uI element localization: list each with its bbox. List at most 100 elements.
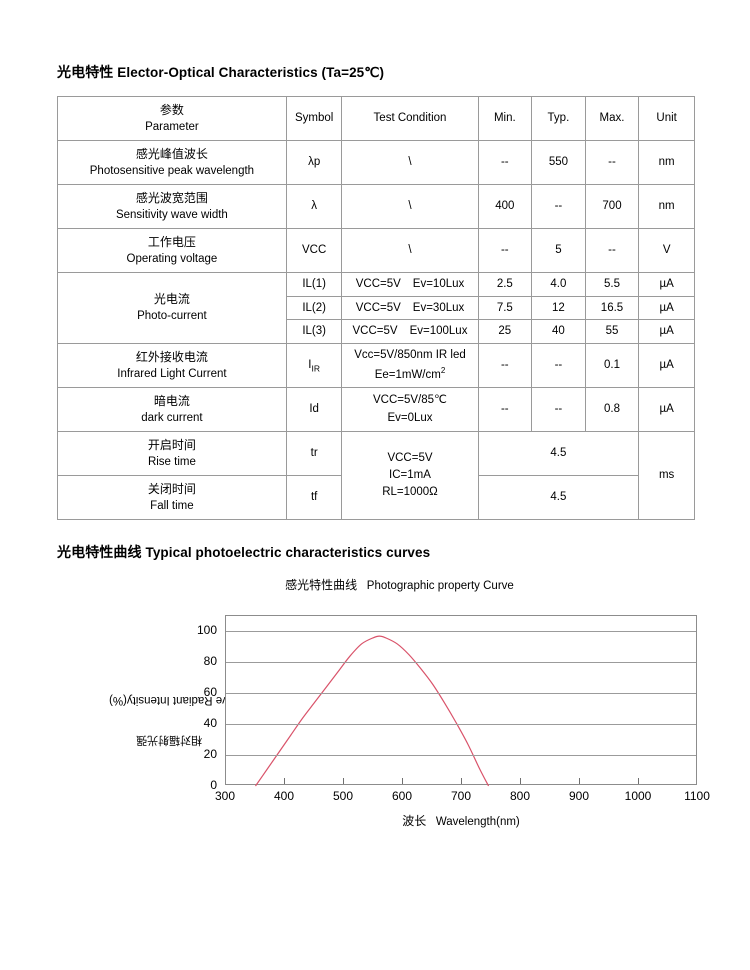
header-parameter: 参数 Parameter: [57, 96, 287, 141]
y-tick-label: 0: [210, 778, 217, 793]
max-cell: 700: [584, 184, 640, 229]
x-tick-mark: [284, 778, 285, 785]
condition-cell: \: [341, 140, 479, 185]
condition-cell: VCC=5V/85℃ Ev=0Lux: [341, 387, 479, 433]
condition-cell: \: [341, 184, 479, 229]
symbol-main: I: [308, 358, 312, 371]
param-fall-time: 关闭时间 Fall time: [57, 475, 287, 521]
typ-cell: --: [531, 387, 586, 433]
table-row: 红外接收电流 Infrared Light Current IIR Vcc=5V…: [57, 343, 695, 389]
x-tick-mark: [520, 778, 521, 785]
min-cell: --: [477, 140, 533, 185]
x-tick-label: 400: [273, 789, 295, 804]
max-cell: 5.5: [584, 272, 640, 297]
symbol-cell: tr: [285, 431, 343, 477]
param-cn: 光电流: [153, 292, 190, 307]
symbol-cell: Id: [285, 387, 343, 433]
min-cell: --: [477, 387, 533, 433]
param-sensitivity-wave-width: 感光波宽范围 Sensitivity wave width: [57, 184, 287, 229]
condition-line-2: Ee=1mW/cm2: [374, 365, 446, 381]
unit-cell: µA: [638, 343, 695, 389]
param-cn: 开启时间: [147, 437, 196, 452]
table-row: 感光峰值波长 Photosensitive peak wavelength λp…: [57, 140, 695, 185]
param-en: Photosensitive peak wavelength: [89, 164, 255, 177]
typ-cell: --: [531, 184, 586, 229]
param-cn: 红外接收电流: [135, 349, 208, 364]
symbol-cell: IL(1): [285, 272, 343, 297]
condition-illuminance: Ev=30Lux: [412, 301, 465, 314]
gridline: [226, 662, 696, 664]
unit-cell: nm: [638, 140, 695, 185]
table-row: 关闭时间 Fall time tf 4.5: [57, 475, 695, 521]
param-photo-current: 光电流 Photo-current: [57, 271, 287, 345]
unit-cell: µA: [638, 319, 695, 345]
param-cn: 工作电压: [147, 234, 196, 249]
condition-voltage: VCC=5V: [355, 278, 401, 290]
table-header-row: 参数 Parameter Symbol Test Condition Min. …: [57, 96, 695, 141]
header-typ: Typ.: [531, 96, 586, 141]
y-tick-label: 20: [203, 747, 217, 762]
param-cn: 关闭时间: [147, 481, 196, 496]
unit-cell: µA: [638, 387, 695, 433]
fall-time-value: 4.5: [477, 475, 640, 521]
condition-cell: Vcc=5V/850nm IR led Ee=1mW/cm2: [341, 343, 479, 389]
unit-cell: µA: [638, 272, 695, 297]
table-row: 光电流 Photo-current IL(1) VCC=5V Ev=10Lux 2…: [57, 271, 695, 345]
section-title-cn: 光电特性: [57, 64, 114, 80]
table-row: IL(3) VCC=5V Ev=100Lux 25 40 55 µA: [58, 319, 695, 345]
spectral-response-curve: [255, 635, 490, 787]
y-tick-label: 80: [203, 654, 217, 669]
unit-cell: nm: [638, 184, 695, 229]
typ-cell: 12: [531, 295, 586, 321]
x-tick-mark: [343, 778, 344, 785]
condition-cell: VCC=5V Ev=10Lux: [341, 272, 479, 297]
y-axis-title: 相对辐射光强 Relative Radiant Intensity(%): [109, 615, 257, 785]
y-tick-label: 40: [203, 716, 217, 731]
param-en: Operating voltage: [126, 252, 218, 265]
x-tick-label: 700: [450, 789, 472, 804]
curve-path: [255, 635, 490, 787]
plot-frame: [225, 615, 697, 787]
table-row: 感光波宽范围 Sensitivity wave width λ \ 400 --…: [57, 184, 695, 229]
condition-line-1: VCC=5V: [387, 451, 433, 464]
x-axis-title-en: Wavelength(nm): [435, 816, 520, 829]
condition-illuminance: Ev=10Lux: [412, 278, 465, 290]
param-en: Sensitivity wave width: [115, 208, 228, 221]
max-cell: --: [584, 140, 640, 185]
header-test-condition: Test Condition: [341, 96, 479, 141]
min-cell: 400: [477, 184, 533, 229]
table-row: 工作电压 Operating voltage VCC \ -- 5 -- V: [57, 228, 695, 273]
symbol-cell: λp: [285, 140, 343, 185]
x-tick-label: 500: [332, 789, 354, 804]
section-title-en: Elector-Optical Characteristics (Ta=25℃): [117, 65, 385, 80]
x-tick-label: 600: [391, 789, 413, 804]
electro-optical-table: 参数 Parameter Symbol Test Condition Min. …: [57, 96, 695, 521]
y-tick-label: 60: [203, 685, 217, 700]
param-cn: 感光波宽范围: [135, 190, 208, 205]
min-cell: --: [477, 343, 533, 389]
curves-title-cn: 光电特性曲线: [57, 544, 142, 561]
gridline: [226, 631, 696, 633]
table-row: 开启时间 Rise time tr VCC=5V IC=1mA RL=1000Ω…: [57, 431, 695, 521]
gridline: [226, 693, 696, 695]
photographic-property-chart: 相对辐射光强 Relative Radiant Intensity(%) 0 20…: [57, 607, 710, 857]
condition-cell: \: [341, 228, 479, 273]
x-tick-mark: [579, 778, 580, 785]
rise-time-value: 4.5: [477, 431, 640, 477]
x-axis-title: 波长 Wavelength(nm): [225, 812, 697, 829]
x-tick-mark: [638, 778, 639, 785]
header-unit: Unit: [638, 96, 695, 141]
unit-cell: V: [638, 228, 695, 273]
typ-cell: 40: [531, 319, 586, 345]
x-tick-mark: [461, 778, 462, 785]
x-tick-label: 800: [509, 789, 531, 804]
header-max: Max.: [584, 96, 640, 141]
param-photosensitive-peak-wavelength: 感光峰值波长 Photosensitive peak wavelength: [57, 140, 287, 185]
x-tick-label: 1100: [684, 789, 710, 804]
chart-caption: 感光特性曲线 Photographic property Curve: [57, 576, 702, 593]
param-cn: 暗电流: [153, 393, 190, 408]
param-operating-voltage: 工作电压 Operating voltage: [57, 228, 287, 273]
symbol-cell: IIR: [285, 343, 343, 389]
header-parameter-en: Parameter: [145, 120, 199, 133]
param-en: dark current: [141, 411, 203, 424]
